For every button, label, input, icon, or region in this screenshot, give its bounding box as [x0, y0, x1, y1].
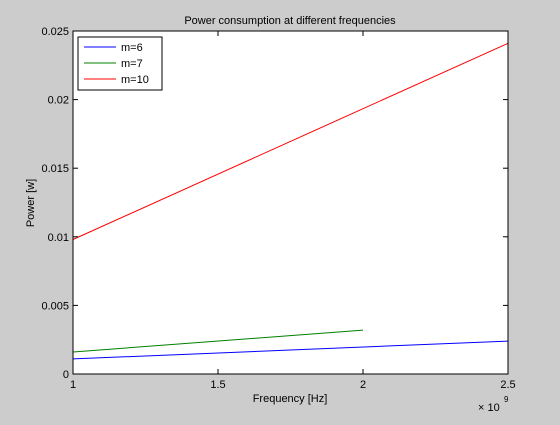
plot-frame: [72, 30, 509, 375]
x-tick-label: 2.5: [500, 379, 515, 391]
legend-label: m=7: [121, 58, 143, 70]
series-layer: [72, 42, 509, 360]
y-tick-label: 0.025: [41, 26, 69, 38]
x-tick-label: 2: [360, 379, 366, 391]
legend-label: m=10: [121, 74, 149, 86]
y-tick-label: 0.02: [48, 95, 69, 107]
x-exponent-label: × 10: [478, 402, 500, 414]
chart-title: Power consumption at different frequenci…: [184, 15, 396, 27]
series-line-m=6: [72, 340, 509, 360]
legend: m=6 m=7 m=10: [77, 36, 163, 91]
x-axis-label: Frequency [Hz]: [253, 393, 328, 405]
legend-label: m=6: [121, 42, 143, 54]
y-tick-label: 0.015: [41, 163, 69, 175]
y-tick-label: 0.01: [48, 232, 69, 244]
y-axis-label: Power [w]: [25, 179, 37, 227]
x-tick-label: 1.5: [210, 379, 225, 391]
x-axis: 1 1.5 2 2.5: [70, 31, 516, 391]
series-line-m=7: [72, 329, 364, 353]
y-tick-label: 0.005: [41, 300, 69, 312]
x-tick-label: 1: [70, 379, 76, 391]
y-tick-label: 0: [63, 369, 69, 381]
x-exponent-value: 9: [504, 395, 509, 404]
y-axis: 0 0.005 0.01 0.015 0.02 0.025: [41, 26, 508, 381]
series-line-m=10: [72, 42, 509, 240]
